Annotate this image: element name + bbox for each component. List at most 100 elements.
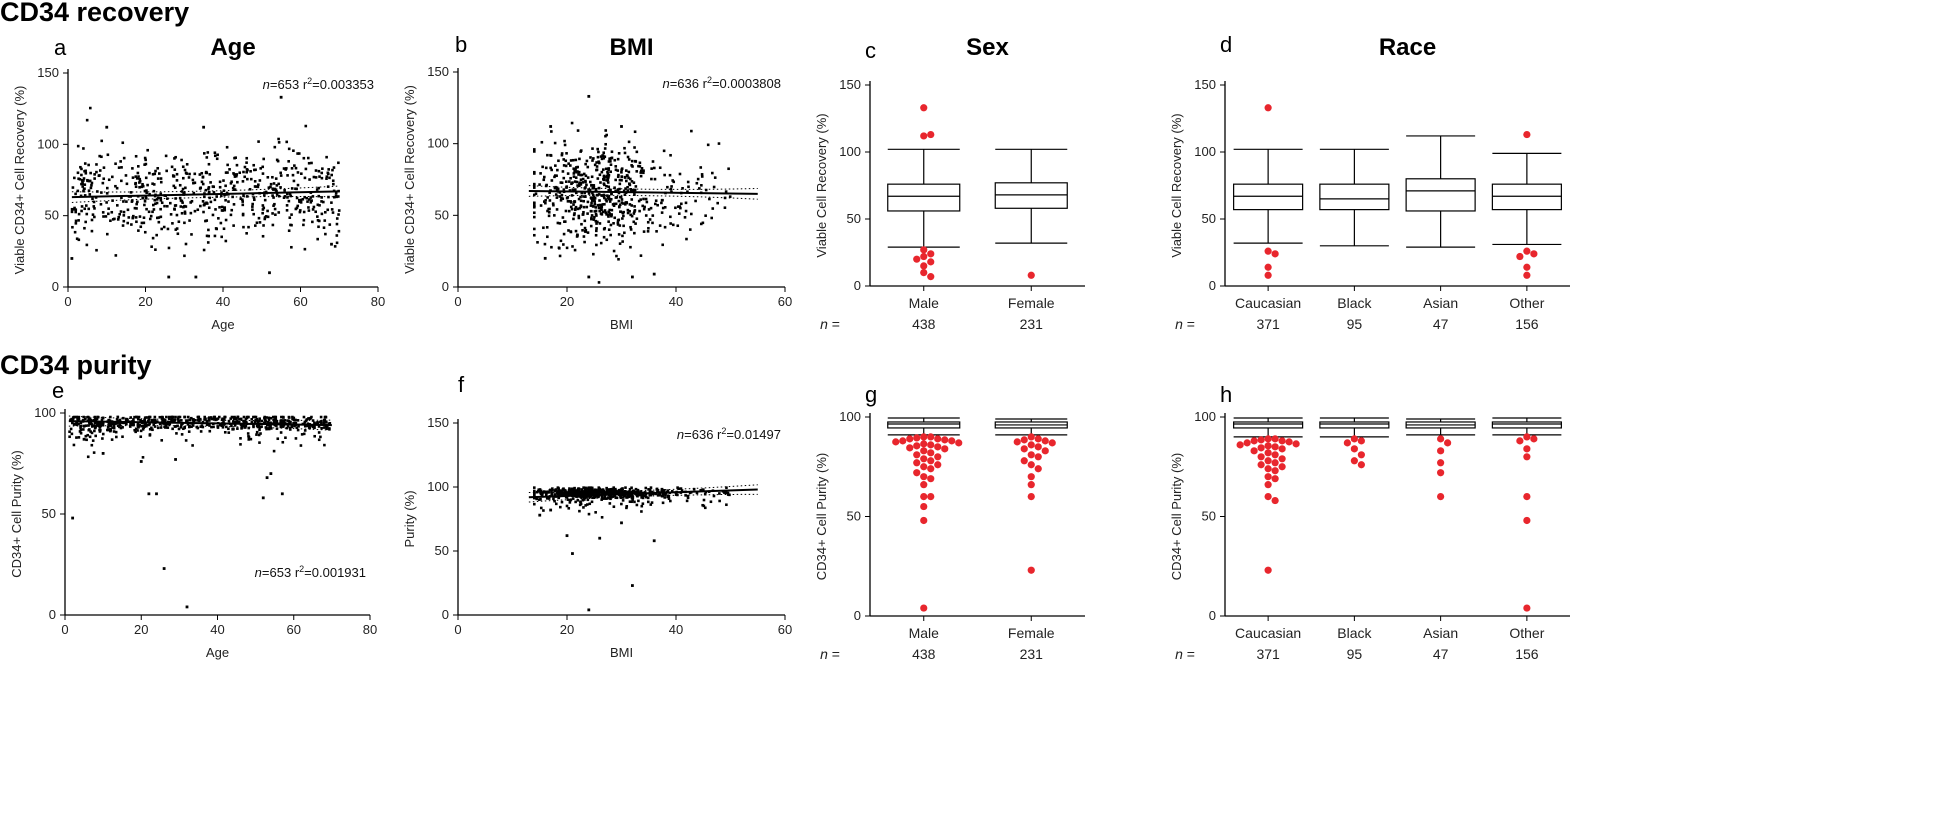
- scatter-point: [232, 203, 236, 206]
- scatter-point: [640, 504, 644, 508]
- scatter-point: [180, 190, 184, 193]
- x-tick-label: 0: [64, 294, 71, 309]
- stat-annotation: n=636 r2=0.01497: [677, 426, 781, 442]
- scatter-point: [282, 167, 286, 170]
- scatter-point: [573, 212, 576, 215]
- scatter-point: [538, 488, 542, 491]
- outlier-point: [913, 442, 921, 450]
- scatter-point: [220, 423, 223, 427]
- scatter-point: [598, 209, 601, 213]
- scatter-point: [95, 163, 98, 166]
- scatter-point: [318, 204, 321, 207]
- scatter-point: [89, 421, 93, 425]
- sample-size: 47: [1433, 646, 1449, 662]
- scatter-point: [683, 216, 687, 219]
- scatter-point: [307, 209, 311, 212]
- scatter-point: [107, 418, 110, 422]
- scatter-point: [618, 195, 622, 199]
- scatter-point: [312, 205, 316, 209]
- outlier-point: [913, 469, 921, 477]
- regression-line: [68, 420, 332, 427]
- scatter-point: [99, 202, 103, 206]
- scatter-point: [686, 496, 690, 500]
- scatter-point: [243, 175, 247, 179]
- scatter-point: [322, 226, 326, 230]
- scatter-point: [623, 151, 627, 155]
- scatter-point: [573, 180, 577, 183]
- scatter-point: [582, 172, 586, 176]
- scatter-point: [295, 187, 298, 191]
- y-tick-label: 0: [854, 278, 861, 293]
- scatter-point: [626, 174, 629, 178]
- scatter-point: [180, 419, 183, 422]
- scatter-point: [88, 179, 92, 183]
- scatter-point: [608, 157, 611, 161]
- scatter-point: [200, 180, 204, 184]
- scatter-point: [277, 182, 280, 186]
- scatter-point: [232, 224, 235, 227]
- scatter-point: [607, 173, 611, 177]
- scatter-point: [215, 157, 219, 161]
- scatter-point: [136, 422, 140, 425]
- scatter-point: [585, 183, 588, 187]
- scatter-point: [639, 169, 643, 173]
- outlier-point: [1264, 104, 1272, 112]
- scatter-point: [320, 421, 323, 425]
- scatter-point: [207, 206, 211, 210]
- scatter-point: [280, 424, 284, 428]
- scatter-point: [105, 192, 109, 195]
- scatter-point: [214, 417, 218, 421]
- scatter-point: [337, 195, 340, 198]
- scatter-point: [100, 155, 103, 159]
- scatter-point: [560, 500, 564, 504]
- scatter-point: [306, 422, 310, 425]
- scatter-point: [680, 489, 684, 492]
- scatter-point: [602, 227, 606, 231]
- scatter-point: [243, 165, 247, 169]
- y-tick-label: 150: [427, 415, 449, 430]
- scatter-point: [223, 208, 227, 212]
- scatter-point: [287, 160, 290, 163]
- scatter-point: [119, 160, 122, 163]
- scatter-point: [539, 506, 543, 510]
- scatter-point: [723, 206, 727, 210]
- scatter-point: [144, 197, 148, 200]
- outlier-point: [1437, 435, 1445, 443]
- scatter-point: [265, 427, 268, 431]
- scatter-point: [288, 428, 292, 431]
- scatter-point: [567, 162, 570, 165]
- scatter-point: [85, 118, 89, 122]
- scatter-point: [652, 272, 656, 276]
- scatter-point: [317, 169, 321, 173]
- scatter-point: [222, 420, 225, 423]
- scatter-point: [262, 421, 266, 425]
- scatter-point: [335, 217, 339, 220]
- scatter-point: [135, 415, 138, 419]
- scatter-point: [575, 495, 578, 498]
- scatter-point: [677, 212, 681, 215]
- scatter-point: [648, 490, 652, 494]
- scatter-point: [558, 222, 562, 225]
- outlier-point: [892, 438, 900, 446]
- section-title-purity: CD34 purity: [0, 350, 152, 380]
- scatter-point: [145, 191, 148, 195]
- scatter-point: [215, 227, 218, 231]
- scatter-point: [570, 182, 573, 186]
- scatter-point: [90, 218, 94, 222]
- outlier-point: [1257, 453, 1265, 461]
- scatter-point: [177, 220, 181, 224]
- scatter-point: [567, 489, 571, 492]
- y-tick-label: 50: [435, 207, 449, 222]
- scatter-point: [593, 163, 597, 167]
- scatter-point: [687, 185, 690, 189]
- outlier-point: [1292, 440, 1300, 448]
- scatter-point: [286, 196, 289, 199]
- scatter-point: [558, 254, 562, 258]
- scatter-point: [157, 220, 161, 224]
- scatter-point: [290, 245, 293, 249]
- scatter-point: [576, 493, 579, 496]
- scatter-point: [106, 153, 110, 157]
- scatter-point: [607, 160, 611, 163]
